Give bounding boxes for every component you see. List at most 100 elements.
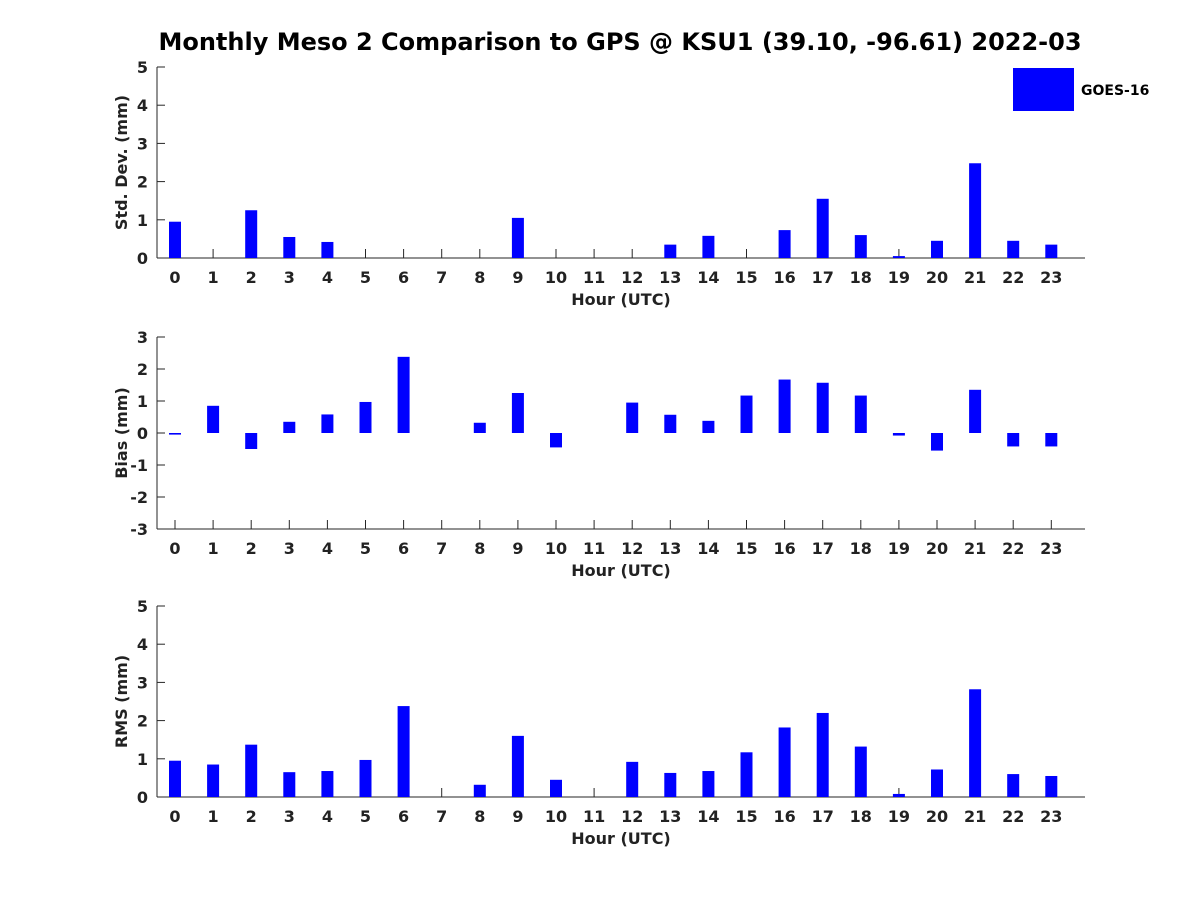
- bar: [169, 760, 181, 797]
- x-tick-label: 5: [360, 539, 371, 558]
- bar: [511, 393, 524, 433]
- y-axis-label: RMS (mm): [112, 655, 131, 748]
- bar: [740, 752, 753, 797]
- x-tick-label: 6: [398, 268, 409, 287]
- x-tick-label: 14: [697, 539, 719, 558]
- x-tick-label: 3: [284, 807, 295, 826]
- x-tick-label: 18: [850, 539, 872, 558]
- bar: [473, 784, 486, 797]
- x-tick-label: 4: [322, 539, 333, 558]
- x-tick-label: 3: [284, 268, 295, 287]
- x-tick-label: 13: [659, 807, 681, 826]
- y-tick-label: 4: [137, 635, 148, 654]
- x-tick-label: 7: [436, 539, 447, 558]
- bar: [931, 769, 943, 797]
- x-tick-label: 0: [169, 807, 180, 826]
- x-tick-label: 19: [888, 807, 910, 826]
- bar: [892, 433, 905, 436]
- x-tick-label: 9: [512, 807, 523, 826]
- x-axis-label: Hour (UTC): [571, 290, 671, 309]
- x-tick-label: 0: [169, 268, 180, 287]
- y-tick-label: 5: [137, 58, 148, 77]
- page-title: Monthly Meso 2 Comparison to GPS @ KSU1 …: [158, 28, 1082, 56]
- bar: [892, 793, 905, 797]
- bar: [245, 433, 258, 449]
- x-tick-label: 16: [773, 807, 795, 826]
- x-tick-label: 20: [926, 539, 948, 558]
- x-tick-label: 10: [545, 539, 567, 558]
- bar: [931, 433, 943, 451]
- bar: [207, 764, 220, 797]
- bar: [321, 241, 334, 258]
- x-tick-label: 2: [246, 807, 257, 826]
- x-axis-label: Hour (UTC): [571, 829, 671, 848]
- x-tick-label: 8: [474, 539, 485, 558]
- x-tick-label: 1: [208, 539, 219, 558]
- y-tick-label: -2: [130, 488, 148, 507]
- bar: [664, 772, 677, 797]
- x-tick-label: 12: [621, 807, 643, 826]
- bar: [1007, 774, 1020, 797]
- bar: [283, 772, 296, 797]
- x-tick-label: 12: [621, 539, 643, 558]
- y-tick-label: 4: [137, 96, 148, 115]
- y-tick-label: 1: [137, 750, 148, 769]
- x-tick-label: 2: [246, 539, 257, 558]
- y-tick-label: 2: [137, 712, 148, 731]
- bar: [664, 244, 677, 258]
- x-tick-label: 4: [322, 268, 333, 287]
- x-tick-label: 3: [284, 539, 295, 558]
- x-tick-label: 6: [398, 539, 409, 558]
- bar: [892, 256, 905, 258]
- x-tick-label: 22: [1002, 268, 1024, 287]
- x-tick-label: 5: [360, 807, 371, 826]
- y-tick-label: 0: [137, 788, 148, 807]
- x-tick-label: 22: [1002, 807, 1024, 826]
- x-tick-label: 14: [697, 268, 719, 287]
- x-tick-label: 16: [773, 539, 795, 558]
- bar: [1007, 433, 1020, 447]
- bar: [473, 422, 486, 433]
- x-tick-label: 19: [888, 539, 910, 558]
- bar: [969, 389, 982, 433]
- bar: [854, 746, 867, 797]
- bar: [1007, 240, 1020, 258]
- bar: [1045, 433, 1058, 447]
- bar: [169, 221, 181, 258]
- bar: [626, 761, 639, 797]
- bar: [854, 235, 867, 258]
- bar: [854, 395, 867, 433]
- x-tick-label: 23: [1040, 807, 1062, 826]
- bar: [245, 744, 258, 797]
- y-axis-label: Std. Dev. (mm): [112, 95, 131, 230]
- bar: [969, 689, 982, 797]
- legend-label: GOES-16: [1081, 83, 1149, 99]
- bar: [321, 771, 334, 797]
- x-tick-label: 11: [583, 807, 605, 826]
- bar: [778, 727, 791, 797]
- y-tick-label: -1: [130, 456, 148, 475]
- bar: [740, 395, 753, 433]
- x-tick-label: 0: [169, 539, 180, 558]
- x-tick-label: 14: [697, 807, 719, 826]
- x-tick-label: 15: [735, 268, 757, 287]
- bar: [511, 217, 524, 258]
- y-tick-label: 3: [137, 673, 148, 692]
- bar: [283, 236, 296, 258]
- x-tick-label: 21: [964, 807, 986, 826]
- bar: [702, 771, 715, 797]
- bar: [397, 356, 410, 433]
- x-tick-label: 17: [812, 807, 834, 826]
- x-tick-label: 17: [812, 539, 834, 558]
- bar: [245, 210, 258, 258]
- bar: [321, 414, 334, 433]
- y-tick-label: 1: [137, 392, 148, 411]
- bar: [969, 163, 982, 258]
- bar: [1045, 775, 1058, 797]
- x-tick-label: 21: [964, 539, 986, 558]
- y-tick-label: 3: [137, 328, 148, 347]
